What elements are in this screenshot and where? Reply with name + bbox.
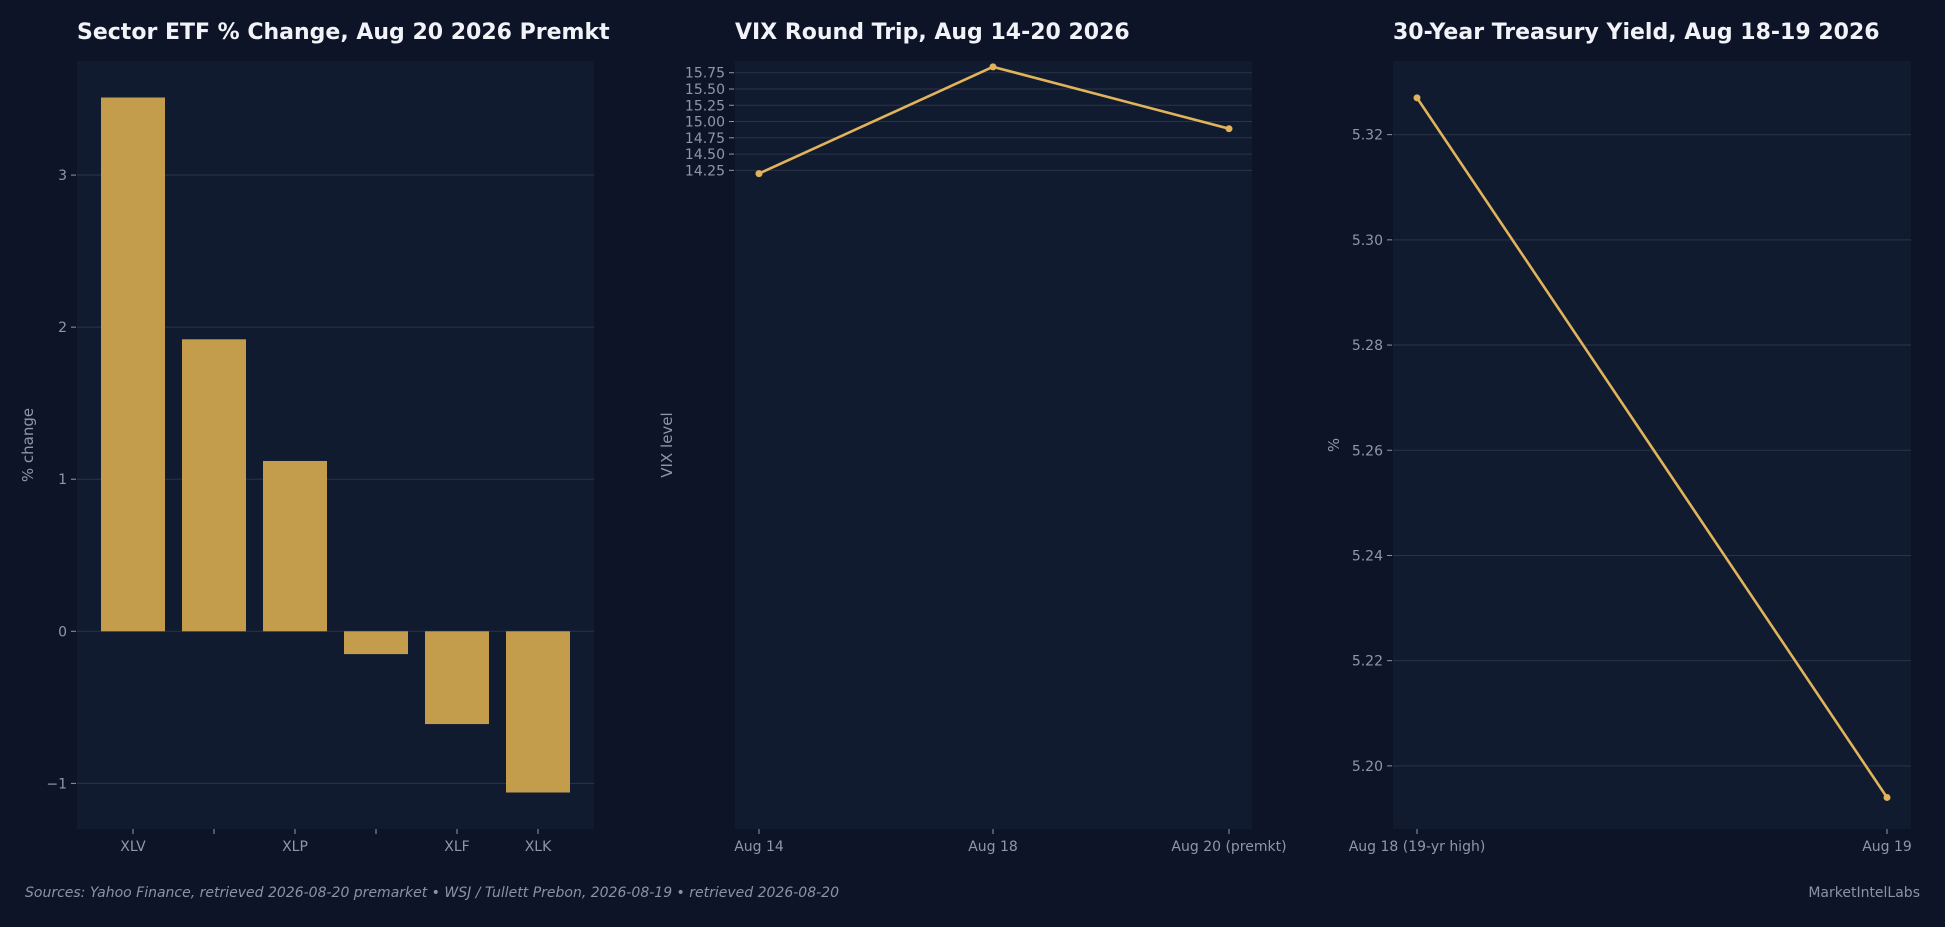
y-tick-label: 5.20 xyxy=(1352,759,1383,775)
x-tick-label: XLV xyxy=(120,839,146,855)
y-tick-label: 3 xyxy=(58,168,67,184)
bar-xlk xyxy=(506,631,570,793)
y-tick-label: 5.22 xyxy=(1352,654,1383,670)
y-tick-label: 14.50 xyxy=(685,147,725,163)
x-tick-label: XLP xyxy=(282,839,308,855)
y-tick-label: 15.50 xyxy=(685,82,725,98)
data-point xyxy=(989,63,997,71)
x-tick-label: XLF xyxy=(444,839,469,855)
y-tick-label: 15.00 xyxy=(685,115,725,131)
brand-label: MarketIntelLabs xyxy=(1808,885,1920,901)
y-tick-label: 5.28 xyxy=(1352,338,1383,354)
x-tick-label: Aug 19 xyxy=(1862,839,1912,855)
vix-chart-title: VIX Round Trip, Aug 14-20 2026 xyxy=(735,20,1130,45)
bar-xlp xyxy=(263,460,327,632)
y-axis-title: % xyxy=(1325,438,1343,452)
vix-plot-area xyxy=(735,61,1252,829)
y-tick-label: 5.26 xyxy=(1352,443,1383,459)
data-point xyxy=(755,170,763,178)
sources-footnote: Sources: Yahoo Finance, retrieved 2026-0… xyxy=(25,885,839,901)
data-point xyxy=(1413,94,1421,102)
x-tick-label: Aug 14 xyxy=(734,839,784,855)
x-tick-label: XLK xyxy=(525,839,552,855)
series-line xyxy=(1415,97,1889,799)
x-tick-label: Aug 18 xyxy=(968,839,1018,855)
bar-xlv xyxy=(101,97,165,632)
y-tick-label: 5.24 xyxy=(1352,548,1383,564)
treasury-yield-chart-title: 30-Year Treasury Yield, Aug 18-19 2026 xyxy=(1393,20,1880,45)
sector-etf-chart-title: Sector ETF % Change, Aug 20 2026 Premkt xyxy=(77,20,610,45)
bar-unlabeled-1 xyxy=(182,339,246,632)
y-tick-label: 1 xyxy=(58,472,67,488)
y-tick-label: 2 xyxy=(58,320,67,336)
x-tick-label: Aug 20 (premkt) xyxy=(1171,839,1286,855)
y-axis-title: VIX level xyxy=(658,412,676,477)
y-tick-label: 15.75 xyxy=(685,66,725,82)
x-tick-label: Aug 18 (19-yr high) xyxy=(1349,839,1486,855)
y-tick-label: 5.32 xyxy=(1352,128,1383,144)
y-tick-label: 0 xyxy=(58,624,67,640)
y-tick-label: 14.25 xyxy=(685,163,725,179)
y-axis-title: % change xyxy=(19,408,37,482)
bar-xlf xyxy=(425,631,489,725)
y-tick-label: 5.30 xyxy=(1352,233,1383,249)
y-tick-label: 15.25 xyxy=(685,98,725,114)
y-tick-label: −1 xyxy=(46,776,67,792)
data-point xyxy=(1883,793,1891,801)
data-point xyxy=(1225,125,1233,133)
y-tick-label: 14.75 xyxy=(685,131,725,147)
bar-unlabeled-3 xyxy=(344,631,408,655)
